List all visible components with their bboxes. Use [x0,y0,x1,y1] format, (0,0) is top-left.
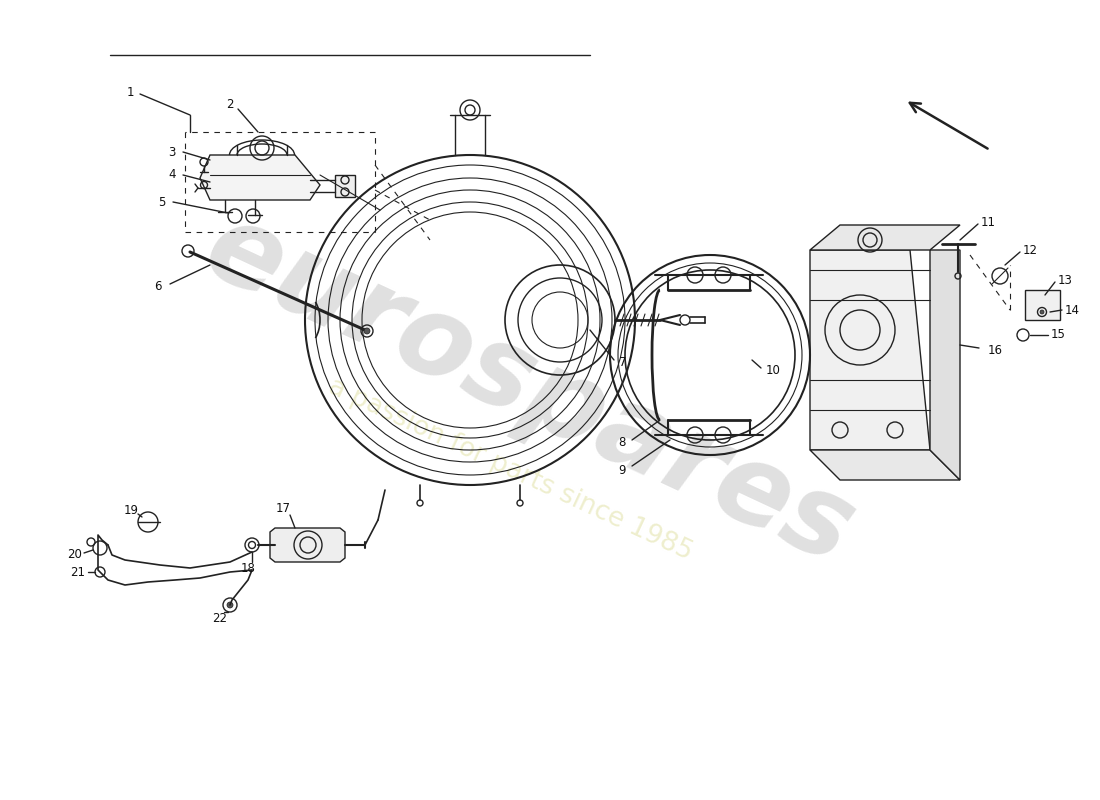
Polygon shape [930,250,960,480]
Text: a passion for parts since 1985: a passion for parts since 1985 [323,374,696,566]
Text: 14: 14 [1065,303,1079,317]
Polygon shape [810,225,960,250]
Text: 3: 3 [168,146,176,158]
Polygon shape [810,450,960,480]
Polygon shape [270,528,345,562]
Text: 19: 19 [123,503,139,517]
Polygon shape [336,175,355,197]
Text: 2: 2 [227,98,233,111]
Text: 1: 1 [126,86,134,98]
Text: 22: 22 [212,611,228,625]
Text: 21: 21 [70,566,86,578]
Text: 9: 9 [618,463,626,477]
Text: 7: 7 [619,357,627,370]
Text: 13: 13 [1057,274,1072,286]
Text: 10: 10 [766,363,780,377]
Text: 20: 20 [67,549,82,562]
Polygon shape [200,155,320,200]
Text: eurospares: eurospares [189,193,871,587]
Circle shape [364,328,370,334]
Text: 6: 6 [154,281,162,294]
Text: 8: 8 [618,437,626,450]
Text: 12: 12 [1023,243,1037,257]
Polygon shape [810,250,930,450]
Polygon shape [1025,290,1060,320]
Text: 11: 11 [980,215,996,229]
Text: 16: 16 [988,343,1002,357]
Text: 18: 18 [241,562,255,574]
Circle shape [227,602,233,608]
Text: 4: 4 [168,169,176,182]
Text: 5: 5 [158,195,166,209]
Text: 15: 15 [1050,329,1066,342]
Circle shape [1040,310,1044,314]
Text: 17: 17 [275,502,290,514]
